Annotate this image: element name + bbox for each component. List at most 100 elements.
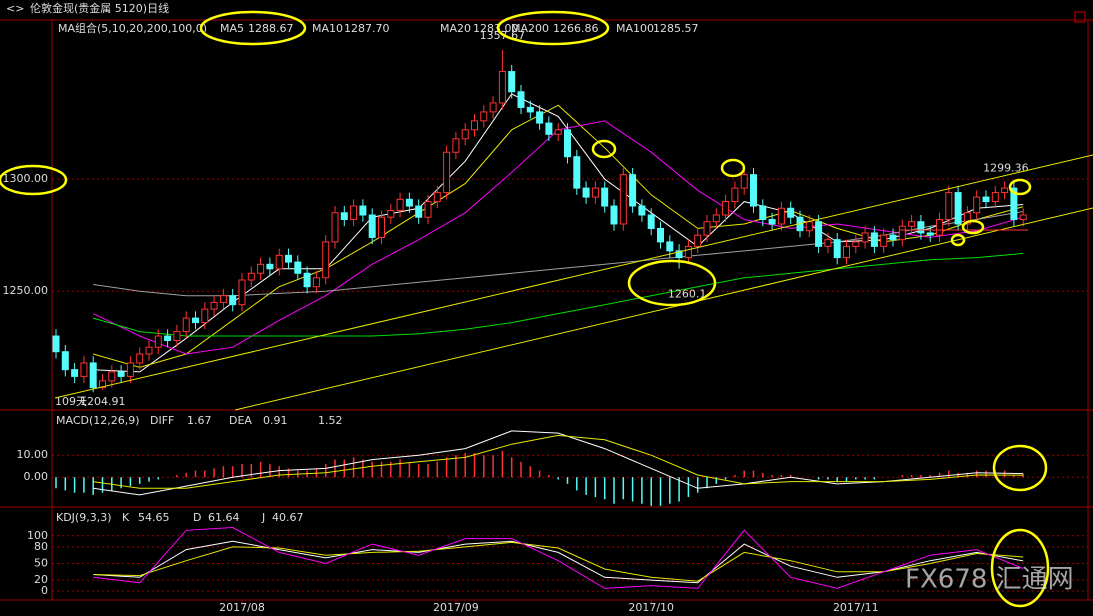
- line: [93, 252, 1024, 337]
- y-tick-label: 0: [41, 584, 48, 597]
- candle-body: [815, 221, 823, 247]
- candle-body: [1001, 187, 1009, 194]
- candle-body: [973, 196, 981, 214]
- trend-line: [234, 207, 1093, 411]
- candle-body: [945, 192, 953, 220]
- candle-body: [610, 205, 618, 225]
- candle-body: [257, 263, 265, 274]
- y-tick-label: 0.00: [24, 470, 49, 483]
- highlight: [496, 10, 610, 46]
- candle-body: [833, 239, 841, 259]
- legend-name: K: [122, 511, 130, 524]
- candle-body: [545, 122, 553, 135]
- candle-body: [99, 380, 106, 389]
- candle-body: [108, 371, 116, 382]
- candle-body: [340, 212, 348, 220]
- candle-body: [731, 187, 739, 203]
- candle-body: [331, 212, 339, 243]
- line: [93, 541, 1024, 582]
- legend-name: MA20: [440, 22, 471, 35]
- highlight: [1008, 178, 1032, 196]
- legend-value: 1288.67: [248, 22, 294, 35]
- title: 伦敦金现(贵金属 5120)日线: [30, 1, 169, 15]
- candle-body: [405, 198, 413, 207]
- candle-body: [880, 234, 888, 247]
- candle-body: [498, 71, 506, 104]
- line: [93, 434, 1024, 489]
- candle-body: [452, 138, 460, 153]
- candle-body: [675, 250, 683, 259]
- candle-body: [415, 205, 423, 218]
- panel-subtitle: MACD(12,26,9): [56, 414, 140, 427]
- line: [93, 526, 1024, 589]
- marks: 1300.00 1250.00 MA组合(5,10,20,200,100,0) MA5…: [3, 21, 1088, 614]
- close-button[interactable]: [1074, 11, 1086, 23]
- legend-name: J: [261, 511, 265, 524]
- candle-body: [629, 174, 637, 207]
- candle-body: [368, 214, 376, 238]
- candle-body: [247, 272, 255, 281]
- low-label: 1260.1: [668, 288, 707, 301]
- candle-body: [861, 232, 869, 243]
- window-icon[interactable]: <>: [6, 2, 24, 15]
- trend-line: [54, 154, 1093, 399]
- candle-body: [61, 351, 69, 371]
- highlight: [992, 444, 1048, 492]
- x-tick-label: 2017/11: [833, 601, 879, 614]
- legend-name: DIFF: [150, 414, 174, 427]
- candle-body: [89, 362, 97, 389]
- legend-value: 1266.86: [553, 22, 599, 35]
- candle-body: [489, 102, 497, 113]
- candle-body: [443, 151, 451, 194]
- candle-body: [694, 234, 702, 247]
- candle-body: [164, 335, 172, 342]
- legend-value: 40.67: [272, 511, 304, 524]
- legend-value: 0.91: [263, 414, 288, 427]
- legend-value: 1.67: [187, 414, 212, 427]
- candle-body: [843, 245, 850, 259]
- candle-body: [684, 245, 692, 259]
- legend-name: D: [193, 511, 201, 524]
- candle-body: [666, 241, 674, 252]
- candle-body: [387, 210, 395, 218]
- candle-body: [777, 207, 785, 225]
- candle-body: [192, 317, 199, 324]
- candle-body: [740, 174, 748, 189]
- candle-body: [870, 232, 878, 247]
- candle-body: [229, 295, 237, 306]
- annotation: 109天: [55, 395, 87, 408]
- candle-body: [1019, 214, 1027, 220]
- candle-body: [582, 187, 590, 198]
- candle-body: [619, 174, 627, 225]
- candle-body: [517, 91, 525, 108]
- legend-value: 1.52: [318, 414, 343, 427]
- legend-value: 1285.57: [653, 22, 699, 35]
- candle-body: [294, 261, 302, 274]
- candle-body: [657, 227, 664, 243]
- y-tick-label: 1250.00: [3, 284, 49, 297]
- candle-body: [182, 317, 190, 333]
- line: [93, 430, 1024, 496]
- panel-subtitle: MA组合(5,10,20,200,100,0): [58, 21, 207, 35]
- x-tick-label: 2017/10: [628, 601, 674, 614]
- candle-body: [601, 187, 609, 207]
- y-tick-label: 10.00: [17, 448, 49, 461]
- candle-body: [359, 205, 367, 216]
- candle-body: [322, 241, 330, 279]
- line: [93, 540, 1024, 584]
- candle-body: [350, 205, 358, 220]
- highlight: [720, 158, 746, 178]
- candle-body: [526, 106, 534, 113]
- candle-body: [564, 129, 571, 158]
- candle-body: [480, 111, 488, 122]
- candle-body: [52, 335, 60, 353]
- candle-body: [136, 353, 144, 364]
- candle-body: [889, 234, 897, 241]
- candle-body: [396, 198, 404, 212]
- candle-body: [573, 156, 581, 189]
- candle-body: [201, 308, 209, 324]
- low-label: 1204.91: [80, 395, 126, 408]
- legend-name: MA10: [312, 22, 343, 35]
- candle-body: [173, 331, 181, 342]
